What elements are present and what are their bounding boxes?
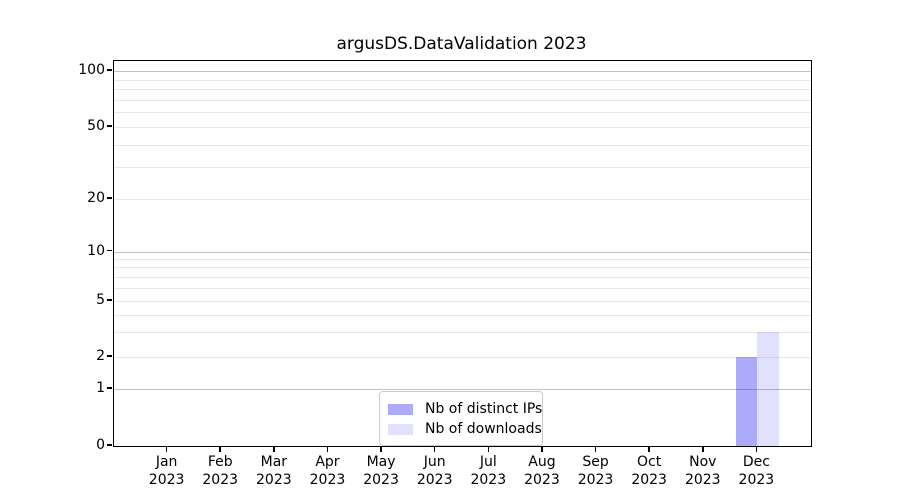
legend-row-1: Nb of distinct IPs [388, 399, 542, 419]
x-tick-mark-jan [165, 446, 168, 452]
y-tick-label-20: 20 [87, 190, 105, 206]
x-tick-label-aug: Aug 2023 [524, 454, 560, 488]
x-tick-label-dec: Dec 2023 [738, 454, 775, 488]
gridline-minor-60 [114, 112, 811, 114]
x-tick-label-nov: Nov 2023 [684, 454, 721, 488]
y-tick-label-1: 1 [96, 380, 105, 396]
plot-area: Nb of distinct IPs Nb of downloads [113, 60, 812, 447]
gridline-minor-8 [114, 267, 811, 269]
gridline-minor-50 [114, 127, 811, 128]
y-tick-label-0: 0 [96, 437, 105, 453]
x-tick-label-jun: Jun 2023 [416, 454, 453, 488]
gridline-major-1 [114, 389, 811, 390]
gridline-major-100 [114, 71, 811, 72]
x-tick-label-jul: Jul 2023 [470, 454, 507, 488]
y-tick-label-50: 50 [87, 118, 105, 134]
x-tick-label-feb: Feb 2023 [202, 454, 239, 488]
x-tick-mark-oct [648, 446, 650, 452]
y-tick-mark-5 [107, 299, 112, 301]
gridline-minor-40 [114, 144, 811, 146]
legend-row-2: Nb of downloads [388, 419, 542, 439]
x-tick-mark-sep [594, 446, 597, 452]
x-tick-mark-jul [487, 446, 490, 452]
y-tick-mark-1 [107, 387, 112, 389]
x-tick-label-sep: Sep 2023 [577, 454, 614, 488]
legend: Nb of distinct IPs Nb of downloads [379, 391, 543, 446]
gridline-minor-80 [114, 89, 811, 91]
bar-dec-downloads [757, 332, 779, 446]
y-tick-label-2: 2 [96, 348, 105, 364]
x-tick-mark-jun [433, 446, 436, 452]
x-tick-mark-may [380, 446, 382, 452]
gridline-minor-2 [114, 357, 811, 358]
gridline-minor-7 [114, 276, 811, 278]
x-tick-mark-apr [326, 446, 329, 452]
bar-dec-distinct-ips [735, 357, 758, 446]
x-tick-label-apr: Apr 2023 [309, 454, 346, 488]
x-tick-label-may: May 2023 [363, 454, 399, 488]
y-tick-mark-20 [107, 197, 112, 199]
chart-title: argusDS.DataValidation 2023 [336, 34, 587, 54]
x-tick-mark-dec [755, 446, 758, 452]
gridline-minor-20 [114, 199, 811, 200]
y-tick-mark-0 [107, 444, 112, 446]
y-tick-mark-10 [107, 249, 112, 252]
gridline-minor-9 [114, 259, 811, 261]
legend-label-distinct-ips: Nb of distinct IPs [425, 401, 543, 417]
x-tick-label-mar: Mar 2023 [256, 454, 292, 488]
x-tick-label-jan: Jan 2023 [148, 454, 185, 488]
x-tick-label-oct: Oct 2023 [631, 454, 667, 488]
gridline-minor-90 [114, 79, 811, 81]
gridline-minor-3 [114, 332, 811, 334]
x-tick-mark-aug [541, 446, 543, 452]
y-tick-mark-100 [107, 69, 112, 71]
x-tick-mark-feb [219, 446, 222, 452]
y-tick-mark-50 [107, 125, 112, 127]
gridline-minor-70 [114, 99, 811, 101]
y-tick-mark-2 [107, 355, 112, 357]
gridline-minor-6 [114, 287, 811, 289]
y-tick-label-10: 10 [87, 242, 105, 259]
legend-label-downloads: Nb of downloads [425, 421, 542, 437]
legend-swatch-downloads [388, 423, 413, 435]
gridline-major-10 [114, 251, 811, 253]
gridline-minor-4 [114, 314, 811, 316]
y-tick-label-100: 100 [78, 62, 105, 78]
x-tick-mark-nov [701, 446, 704, 452]
gridline-minor-5 [114, 301, 811, 302]
y-tick-label-5: 5 [96, 292, 105, 308]
gridline-minor-30 [114, 167, 811, 169]
x-tick-mark-mar [273, 446, 275, 452]
legend-swatch-distinct-ips [388, 403, 413, 415]
